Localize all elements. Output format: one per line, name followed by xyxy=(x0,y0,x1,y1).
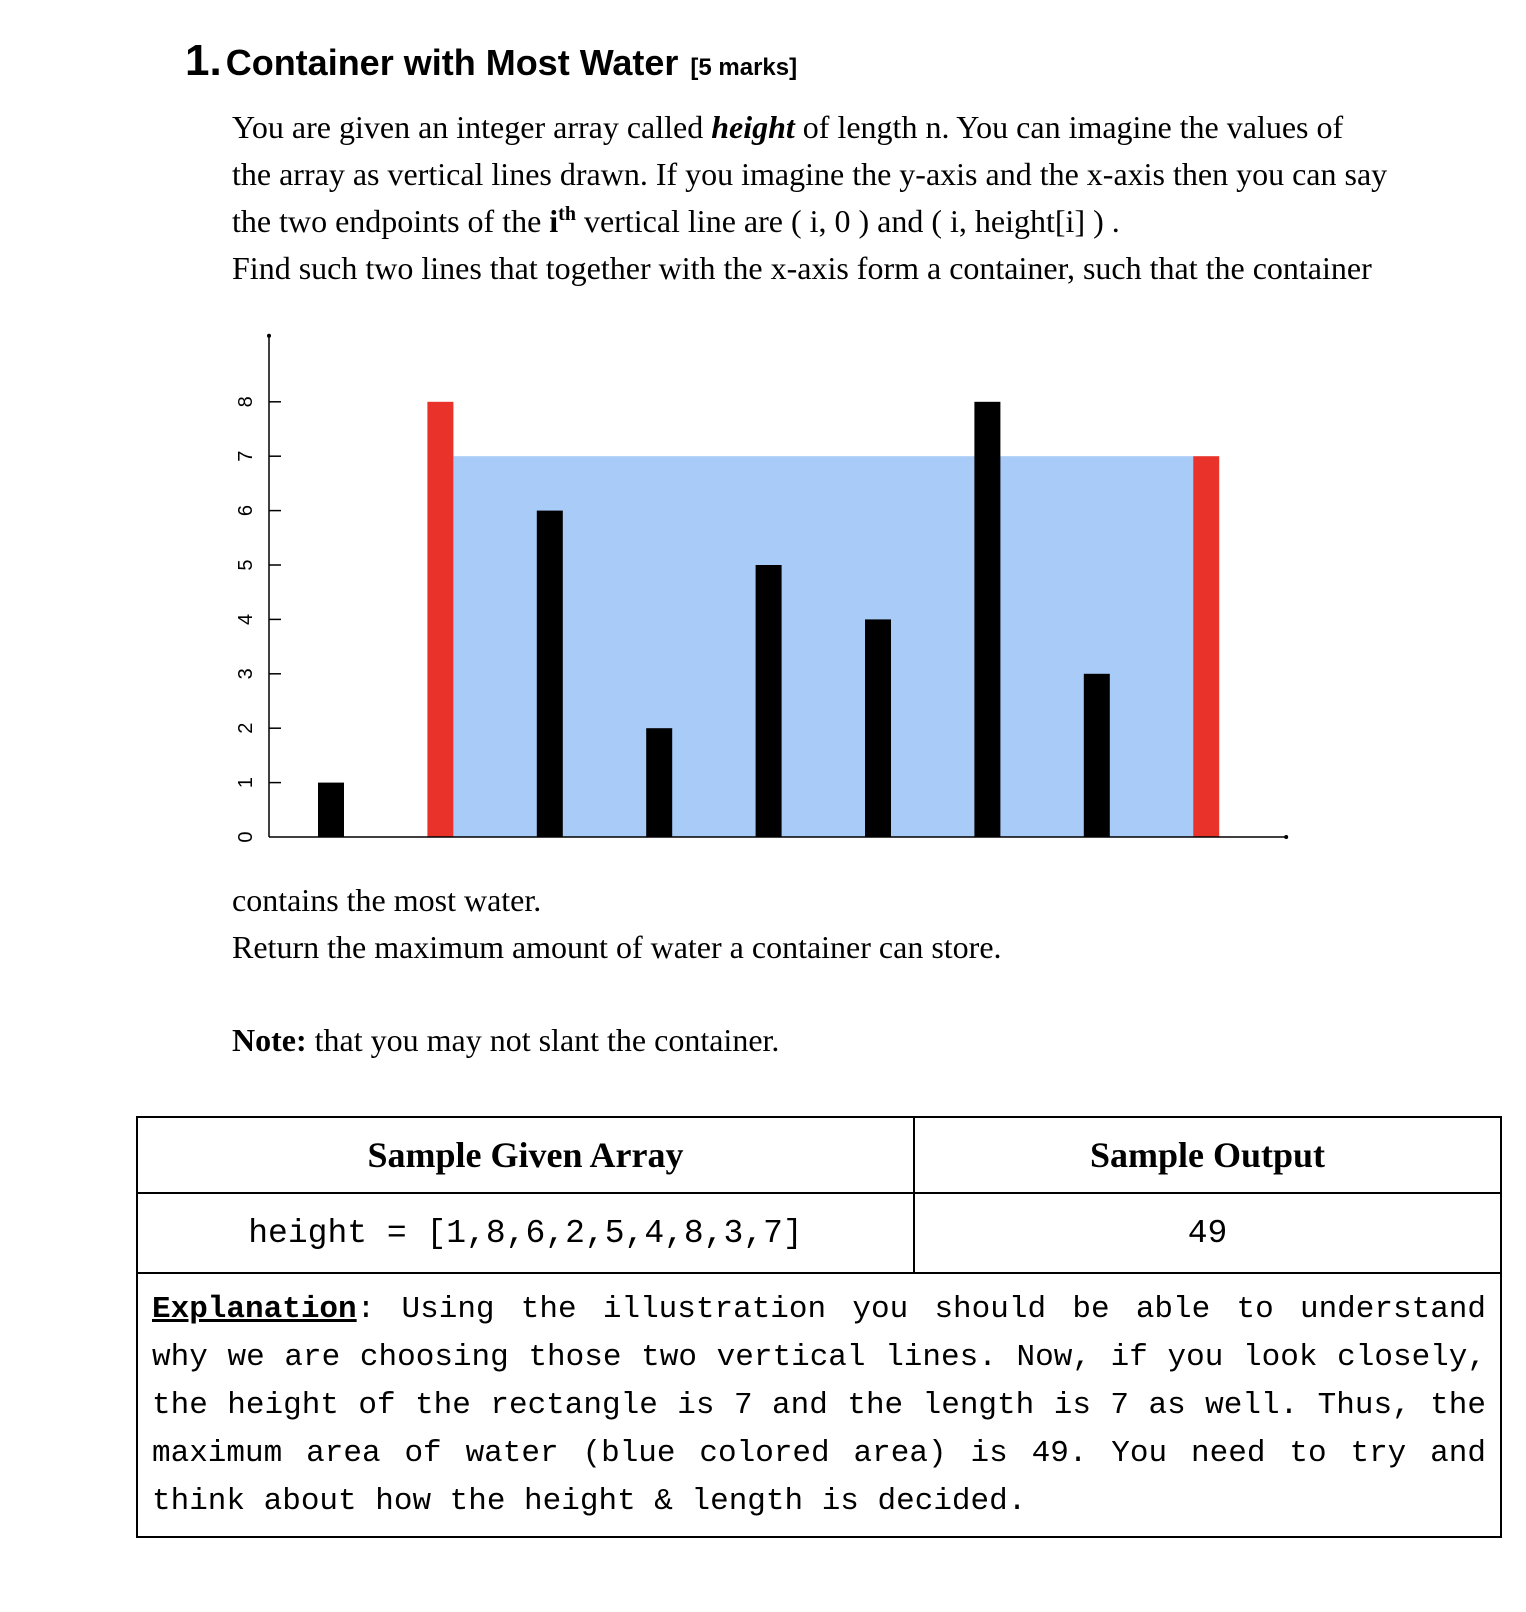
question-number: 1. xyxy=(185,36,222,85)
y-ticks-group: 0 1 2 3 4 5 6 7 8 xyxy=(235,396,281,843)
sample-input: height = [1,8,6,2,5,4,8,3,7] xyxy=(138,1194,915,1272)
y-tick-label: 3 xyxy=(235,668,257,679)
height-bar xyxy=(318,782,344,837)
highlighted-line-bar xyxy=(1193,456,1220,837)
sample-output: 49 xyxy=(1187,1214,1228,1252)
y-tick-label: 6 xyxy=(235,505,257,516)
explanation: Explanation: Using the illustration you … xyxy=(138,1274,1500,1526)
y-axis xyxy=(267,333,271,837)
table-value-row: height = [1,8,6,2,5,4,8,3,7] 49 xyxy=(138,1194,1500,1274)
after-line-2: Return the maximum amount of water a con… xyxy=(232,929,1002,965)
height-bar xyxy=(865,619,891,837)
intro-line-1: You are given an integer array called he… xyxy=(232,109,1344,145)
height-bar xyxy=(1083,673,1110,837)
y-tick-label: 4 xyxy=(235,614,257,625)
height-bar xyxy=(974,401,1001,837)
question-marks: [5 marks] xyxy=(690,54,798,81)
y-tick-label: 1 xyxy=(235,777,257,788)
bars-group xyxy=(318,401,1220,837)
intro-line-3: the two endpoints of the ith vertical li… xyxy=(232,203,1120,239)
height-keyword: height xyxy=(711,109,795,145)
container-chart: 0 1 2 3 4 5 6 7 8 xyxy=(235,333,1289,843)
highlighted-line-bar xyxy=(427,401,454,837)
x-axis xyxy=(269,835,1289,839)
intro-line-2: the array as vertical lines drawn. If yo… xyxy=(232,156,1388,192)
y-tick-label: 2 xyxy=(235,723,257,734)
intro-line-4: Find such two lines that together with t… xyxy=(232,250,1372,286)
sample-table: Sample Given Array Sample Output height … xyxy=(136,1116,1502,1538)
height-bar xyxy=(755,565,782,837)
explanation-label: Explanation xyxy=(152,1292,357,1327)
explanation-text: : Using the illustration you should be a… xyxy=(152,1292,1486,1519)
y-tick-label: 0 xyxy=(235,831,257,842)
question-title: Container with Most Water xyxy=(225,42,679,83)
note-label: Note: xyxy=(232,1022,307,1058)
table-header-row: Sample Given Array Sample Output xyxy=(138,1118,1500,1194)
y-tick-label: 5 xyxy=(235,559,257,570)
question-heading: 1. Container with Most Water [5 marks] xyxy=(185,36,797,92)
header-sample-output: Sample Output xyxy=(1089,1135,1326,1175)
water-area xyxy=(453,456,1194,837)
note: Note: that you may not slant the contain… xyxy=(232,1017,779,1064)
header-sample-array: Sample Given Array xyxy=(138,1118,915,1192)
x-axis-arrow xyxy=(1284,835,1289,839)
height-bar xyxy=(536,510,563,837)
note-text: that you may not slant the container. xyxy=(306,1022,780,1058)
y-tick-label: 8 xyxy=(235,396,257,407)
y-axis-arrow xyxy=(267,333,271,338)
after-line-1: contains the most water. xyxy=(232,882,542,918)
y-tick-label: 7 xyxy=(235,451,257,462)
water-area-group xyxy=(453,456,1194,837)
height-bar xyxy=(646,728,673,837)
